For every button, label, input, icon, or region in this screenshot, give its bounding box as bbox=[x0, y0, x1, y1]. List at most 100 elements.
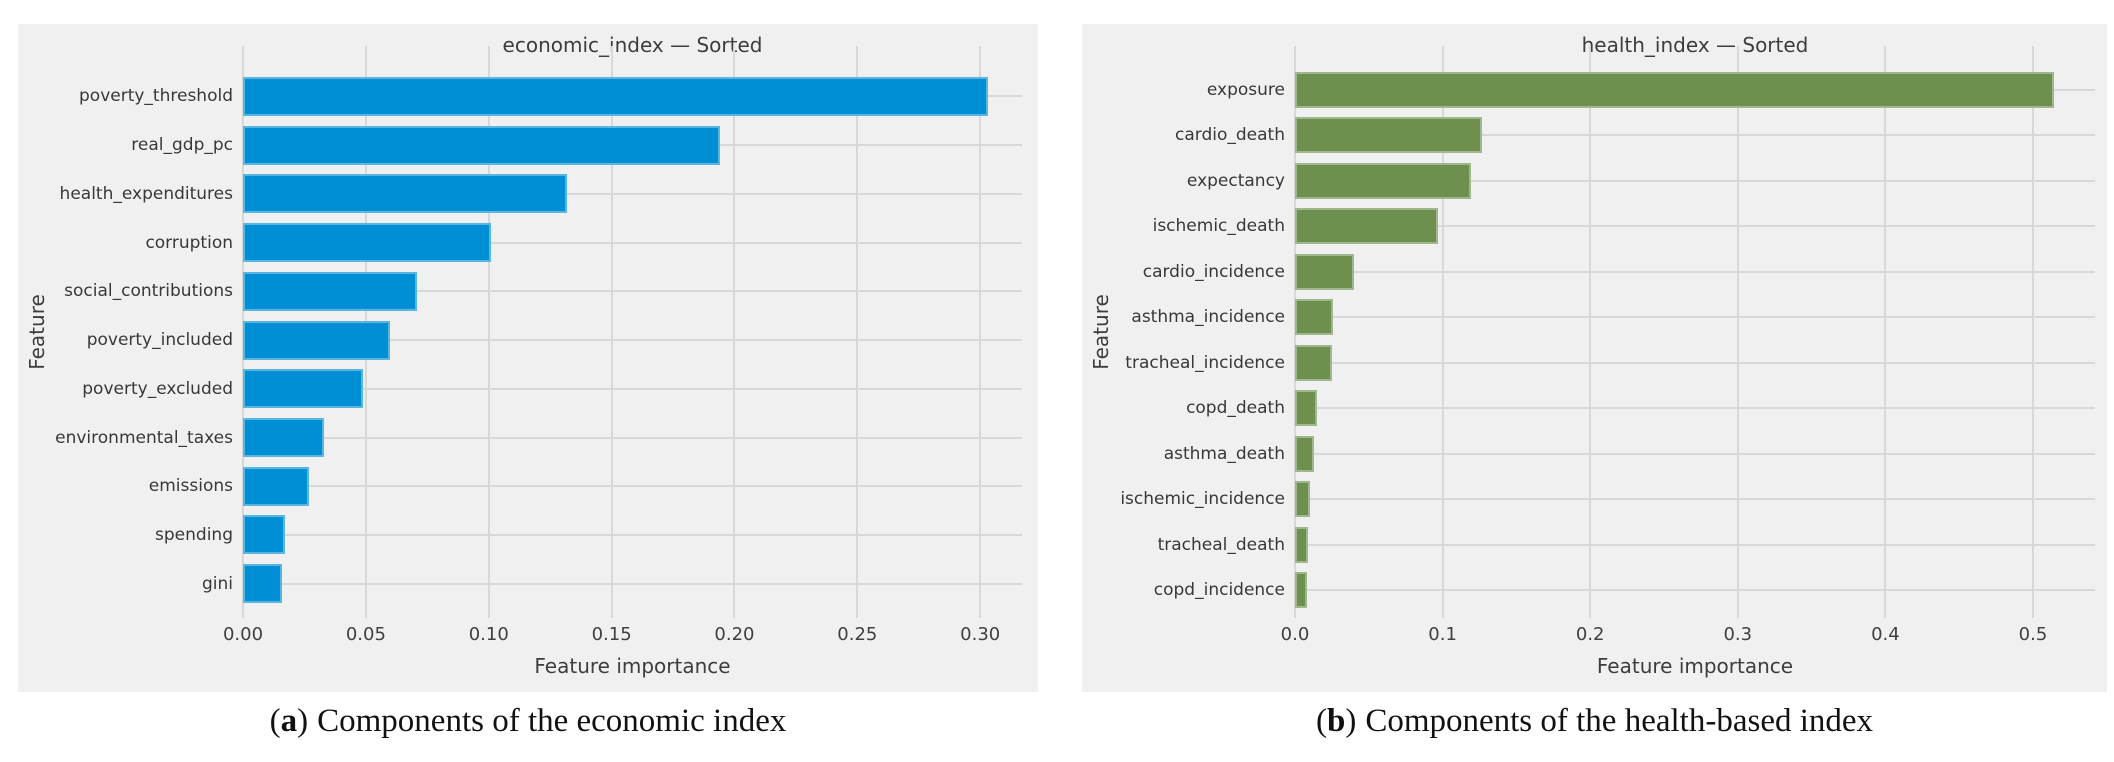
gridline-horizontal bbox=[1295, 134, 2095, 137]
category-label: real_gdp_pc bbox=[131, 135, 233, 156]
gridline-horizontal bbox=[1295, 543, 2095, 546]
bar bbox=[243, 466, 310, 506]
x-axis-ticks: 0.0 0.1 0.2 0.3 0.4 0.5 bbox=[1281, 624, 2095, 650]
bar-row: asthma_incidence bbox=[1082, 295, 2095, 341]
bar-row: copd_incidence bbox=[1082, 568, 2095, 614]
bar bbox=[1295, 208, 1439, 245]
bar-area bbox=[1295, 522, 2095, 568]
gridline-horizontal bbox=[1295, 316, 2095, 319]
bar-area bbox=[1295, 477, 2095, 523]
category-label: corruption bbox=[145, 232, 233, 253]
bar-area bbox=[1295, 431, 2095, 477]
category-label: exposure bbox=[1206, 79, 1285, 100]
bar-area bbox=[243, 316, 1022, 365]
gridline-horizontal bbox=[243, 192, 1022, 195]
bar-area bbox=[243, 218, 1022, 267]
bar-row: gini bbox=[18, 559, 1022, 608]
bar-row: expectancy bbox=[1082, 158, 2095, 204]
x-tick-label: 0.20 bbox=[714, 624, 755, 645]
bar-area bbox=[243, 169, 1022, 218]
bar-row: copd_death bbox=[1082, 386, 2095, 432]
gridline-horizontal bbox=[243, 582, 1022, 585]
bar-row: social_contributions bbox=[18, 267, 1022, 316]
x-tick-label: 0.4 bbox=[1871, 624, 1900, 645]
gridline-horizontal bbox=[1295, 361, 2095, 364]
bar bbox=[1295, 481, 1310, 518]
gridline-horizontal bbox=[243, 241, 1022, 244]
category-label: poverty_excluded bbox=[82, 378, 233, 399]
x-axis-label: Feature importance bbox=[534, 654, 731, 678]
gridline-horizontal bbox=[243, 485, 1022, 488]
bar-row: ischemic_death bbox=[1082, 204, 2095, 250]
category-label: asthma_death bbox=[1163, 443, 1285, 464]
bar-area bbox=[1295, 204, 2095, 250]
gridline-horizontal bbox=[243, 436, 1022, 439]
category-label: copd_death bbox=[1186, 398, 1285, 419]
gridline-horizontal bbox=[1295, 270, 2095, 273]
bar-area bbox=[1295, 386, 2095, 432]
bar bbox=[243, 320, 391, 360]
gridline-horizontal bbox=[243, 339, 1022, 342]
bar-area bbox=[243, 121, 1022, 170]
x-tick-label: 0.1 bbox=[1428, 624, 1457, 645]
bar bbox=[243, 76, 988, 116]
bar bbox=[1295, 117, 1483, 154]
gridline-horizontal bbox=[1295, 589, 2095, 592]
category-label: cardio_death bbox=[1175, 125, 1285, 146]
gridline-horizontal bbox=[1295, 452, 2095, 455]
gridline-vertical bbox=[733, 46, 736, 618]
gridline-vertical bbox=[610, 46, 613, 618]
category-label: expectancy bbox=[1186, 170, 1285, 191]
x-axis-label: Feature importance bbox=[1596, 654, 1794, 678]
bar bbox=[243, 271, 418, 311]
bar-row: health_expenditures bbox=[18, 169, 1022, 218]
chart-title: health_index — Sorted bbox=[1581, 33, 1809, 57]
category-label: ischemic_incidence bbox=[1120, 489, 1285, 510]
gridline-horizontal bbox=[243, 533, 1022, 536]
chart-panel-health: health_index — Sorted Feature exposure card… bbox=[1082, 24, 2107, 692]
x-tick-label: 0.3 bbox=[1723, 624, 1753, 645]
bar bbox=[243, 369, 364, 409]
bar-area bbox=[243, 511, 1022, 560]
category-label: poverty_included bbox=[86, 330, 233, 351]
gridline-horizontal bbox=[1295, 407, 2095, 410]
bar bbox=[1295, 526, 1309, 563]
caption-text: Components of the health-based index bbox=[1365, 703, 1874, 739]
gridline-horizontal bbox=[1295, 498, 2095, 501]
bar-row: ischemic_incidence bbox=[1082, 477, 2095, 523]
category-label: cardio_incidence bbox=[1142, 261, 1285, 282]
bar-row: emissions bbox=[18, 462, 1022, 511]
category-label: social_contributions bbox=[64, 281, 233, 302]
caption-marker: (a) bbox=[269, 703, 309, 739]
gridline-vertical bbox=[487, 46, 490, 618]
bar-area bbox=[243, 462, 1022, 511]
chart-title: economic_index — Sorted bbox=[502, 33, 763, 57]
gridline-horizontal bbox=[243, 290, 1022, 293]
x-tick-label: 0.00 bbox=[222, 624, 264, 645]
bar-row: cardio_death bbox=[1082, 113, 2095, 159]
bar-row: asthma_death bbox=[1082, 431, 2095, 477]
category-label: ischemic_death bbox=[1152, 216, 1285, 237]
figure-caption-b: (b) Components of the health-based index bbox=[1082, 694, 2107, 748]
bar-row: corruption bbox=[18, 218, 1022, 267]
bar bbox=[1295, 344, 1332, 381]
bar bbox=[1295, 162, 1471, 199]
category-label: gini bbox=[201, 573, 233, 594]
bar-row: poverty_included bbox=[18, 316, 1022, 365]
bar-area bbox=[243, 413, 1022, 462]
category-label: asthma_incidence bbox=[1131, 307, 1285, 328]
x-tick-label: 0.5 bbox=[2018, 624, 2048, 645]
x-tick-label: 0.0 bbox=[1280, 624, 1310, 645]
bar bbox=[1295, 390, 1318, 427]
caption-text: Components of the economic index bbox=[317, 703, 787, 739]
gridline-vertical bbox=[979, 46, 982, 618]
bar-row: poverty_threshold bbox=[18, 72, 1022, 121]
bar bbox=[1295, 299, 1334, 336]
bar-row: tracheal_incidence bbox=[1082, 340, 2095, 386]
category-label: health_expenditures bbox=[59, 183, 233, 204]
gridline-horizontal bbox=[1295, 179, 2095, 182]
category-label: emissions bbox=[148, 476, 233, 497]
bar-row: spending bbox=[18, 511, 1022, 560]
bar-area bbox=[1295, 249, 2095, 295]
gridline-vertical bbox=[1736, 46, 1739, 618]
